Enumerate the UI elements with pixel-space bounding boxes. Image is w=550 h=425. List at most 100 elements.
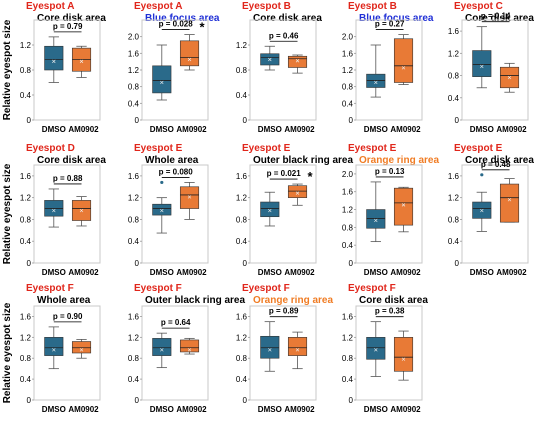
y-axis-label: Relative eyespot size [2, 19, 13, 120]
y-tick-label: 0.4 [20, 237, 32, 246]
x-category-label: DMSO [470, 125, 494, 134]
mean-marker [79, 59, 84, 64]
panel-eyespot-label: Eyespot E [242, 143, 291, 154]
p-value-label: p = 0.79 [53, 22, 83, 31]
mean-marker [52, 348, 56, 352]
mean-marker [187, 348, 192, 352]
box-am0902 [287, 337, 308, 356]
mean-marker [79, 348, 84, 352]
plot-frame [141, 19, 209, 121]
y-tick-label: 1.6 [236, 172, 248, 181]
x-category-label: AM0902 [176, 268, 207, 277]
y-tick-label: 2.0 [128, 33, 140, 42]
panel-eyespot-label: Eyespot E [454, 143, 503, 154]
y-tick-label: 0 [135, 396, 140, 405]
y-tick-label: 1.2 [236, 333, 248, 342]
box-dmso [44, 45, 64, 71]
x-category-label: AM0902 [390, 125, 421, 134]
y-tick-label: 0.8 [20, 354, 32, 363]
y-tick-label: 0.4 [128, 99, 140, 108]
p-value-label: p = 0.080 [159, 167, 194, 176]
box-dmso [366, 209, 386, 229]
y-tick-label: 2.0 [342, 170, 354, 179]
y-tick-label: 1.2 [342, 66, 354, 75]
x-category-label: DMSO [364, 125, 388, 134]
x-category-label: AM0902 [68, 405, 99, 414]
y-tick-label: 1.6 [20, 172, 32, 181]
y-tick-label: 0 [135, 116, 140, 125]
y-tick-label: 1.2 [20, 194, 32, 203]
p-value-label: p = 0.48 [481, 160, 511, 169]
y-tick-label: 0 [455, 116, 460, 125]
p-value-label: p = 0.89 [269, 307, 299, 316]
y-tick-label: 1.6 [128, 49, 140, 58]
panel-eyespot-label: Eyespot D [26, 143, 75, 154]
panel-area-label: Orange ring area [359, 155, 439, 166]
box-am0902 [179, 40, 200, 67]
x-category-label: AM0902 [390, 405, 421, 414]
y-tick-label: 0.4 [236, 237, 248, 246]
p-value-label: p = 0.14 [481, 12, 511, 21]
panel-eyespot-label: Eyespot B [242, 1, 291, 12]
panel-eyespot-label: Eyespot E [348, 143, 397, 154]
y-tick-label: 0.4 [342, 99, 354, 108]
mean-marker [507, 197, 512, 202]
mean-marker [268, 57, 272, 62]
y-tick-label: 0 [349, 259, 354, 268]
y-tick-label: 0 [135, 259, 140, 268]
box-dmso [366, 337, 386, 360]
y-tick-label: 1.2 [20, 41, 32, 50]
panel-area-label: Outer black ring area [253, 155, 353, 166]
box-am0902 [393, 337, 414, 372]
outlier-point [480, 173, 484, 177]
panel-eyespot-label: Eyespot F [348, 283, 396, 294]
y-tick-label: 1.2 [448, 49, 460, 58]
outlier-point [160, 180, 164, 185]
plot-frame [461, 164, 529, 264]
y-tick-label: 1.2 [342, 333, 354, 342]
box-dmso [152, 338, 172, 356]
y-axis-label: Relative eyespot size [2, 302, 13, 403]
box-dmso [366, 73, 386, 88]
x-category-label: AM0902 [176, 405, 207, 414]
y-tick-label: 0.8 [342, 83, 354, 92]
plot-frame [249, 305, 317, 401]
x-category-label: DMSO [42, 268, 66, 277]
significance-star: * [200, 20, 206, 35]
y-tick-label: 0.8 [236, 215, 248, 224]
mean-marker [79, 208, 84, 213]
y-tick-label: 0 [27, 116, 32, 125]
panel-area-label: Whole area [37, 295, 91, 306]
y-tick-label: 1.2 [20, 333, 32, 342]
plot-frame [33, 164, 101, 264]
y-tick-label: 0.4 [128, 237, 140, 246]
y-tick-label: 0.4 [20, 375, 32, 384]
y-tick-label: 1.6 [236, 312, 248, 321]
y-tick-label: 1.6 [342, 49, 354, 58]
y-tick-label: 0 [243, 259, 248, 268]
x-category-label: DMSO [258, 405, 282, 414]
mean-marker [374, 80, 378, 85]
box-am0902 [71, 341, 92, 354]
x-category-label: DMSO [258, 125, 282, 134]
box-dmso [44, 337, 64, 356]
p-value-label: p = 0.64 [161, 318, 191, 327]
x-category-label: DMSO [470, 268, 494, 277]
y-tick-label: 0.8 [236, 354, 248, 363]
p-value-label: p = 0.27 [375, 20, 405, 29]
y-tick-label: 0 [349, 116, 354, 125]
y-tick-label: 1.6 [342, 312, 354, 321]
y-tick-label: 0.4 [236, 375, 248, 384]
y-tick-label: 1.2 [128, 194, 140, 203]
plot-frame [355, 305, 423, 401]
y-tick-label: 0.8 [128, 83, 140, 92]
y-tick-label: 0 [349, 396, 354, 405]
y-tick-label: 1.6 [448, 27, 460, 36]
panel-area-label: Whole area [145, 155, 199, 166]
box-am0902 [393, 187, 414, 226]
